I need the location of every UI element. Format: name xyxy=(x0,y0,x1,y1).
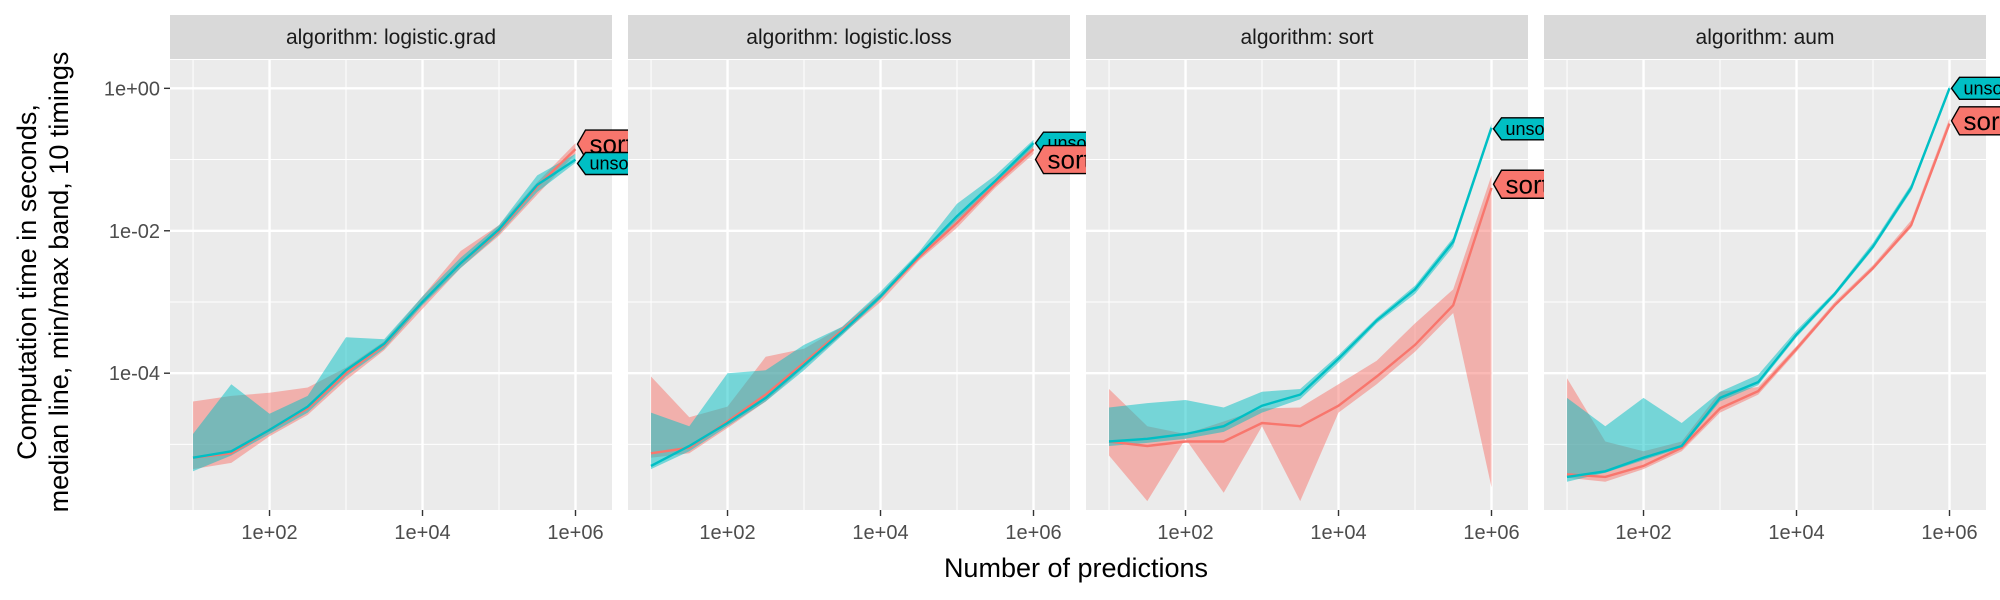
facet-panel-4: algorithm: aumunsortedsorted1e+021e+041e… xyxy=(1544,15,2000,544)
y-tick-label: 1e-04 xyxy=(109,363,160,385)
y-axis-title-line-1: Computation time in seconds, xyxy=(12,104,42,460)
x-tick-label: 1e+04 xyxy=(1310,522,1366,544)
facet-panels: algorithm: logistic.grad sorted unsorted 1e… xyxy=(104,15,2000,544)
x-tick-label: 1e+02 xyxy=(241,522,297,544)
grid xyxy=(628,60,1070,510)
unsorted-median-line xyxy=(1108,127,1493,443)
unsorted-minmax-band xyxy=(1567,85,1950,482)
unsorted-minmax-band xyxy=(651,139,1034,470)
sorted-minmax-band xyxy=(1109,175,1492,502)
x-axis-title: Number of predictions xyxy=(944,553,1208,583)
unsorted-median-line xyxy=(650,142,1035,467)
strip-background xyxy=(170,15,612,59)
x-tick-label: 1e+02 xyxy=(1615,522,1671,544)
unsorted-median-line xyxy=(1566,87,1951,479)
strip-label: algorithm: sort xyxy=(1240,26,1373,49)
y-axis-title-line-2: median line, min/max band, 10 timings xyxy=(44,52,74,513)
x-axis-ticks: 1e+02 1e+04 1e+06 xyxy=(1615,510,1978,544)
strip-label: algorithm: logistic.loss xyxy=(746,26,951,49)
direct-label-text: unsorted xyxy=(1964,78,2000,98)
x-tick-label: 1e+06 xyxy=(547,522,603,544)
sorted-median-line xyxy=(1566,123,1951,479)
unsorted-minmax-band xyxy=(1109,123,1492,446)
x-tick-label: 1e+02 xyxy=(1157,522,1213,544)
strip-background xyxy=(628,15,1070,59)
x-tick-label: 1e+04 xyxy=(1768,522,1824,544)
unsorted-median-line xyxy=(192,158,577,459)
sorted-median-line xyxy=(1108,187,1493,448)
direct-label-unsorted: unsorted xyxy=(1950,76,2000,101)
strip-background xyxy=(1544,15,1986,59)
x-axis-ticks: 1e+02 1e+04 1e+06 xyxy=(241,510,604,544)
y-axis-title: Computation time in seconds, median line… xyxy=(12,52,74,513)
strip-background xyxy=(1086,15,1528,59)
strip-label: algorithm: logistic.grad xyxy=(286,26,496,49)
facet-panel-2: algorithm: logistic.lossunsortedsorted1e… xyxy=(628,15,1131,544)
direct-label-box xyxy=(1950,106,2000,136)
x-axis-ticks: 1e+02 1e+04 1e+06 xyxy=(699,510,1062,544)
x-tick-label: 1e+04 xyxy=(394,522,450,544)
direct-label-text: sorted xyxy=(1964,106,2000,136)
x-tick-label: 1e+06 xyxy=(1005,522,1061,544)
x-axis-ticks: 1e+02 1e+04 1e+06 xyxy=(1157,510,1520,544)
direct-label-sorted: sorted xyxy=(1950,106,2000,136)
x-tick-label: 1e+02 xyxy=(699,522,755,544)
x-tick-label: 1e+04 xyxy=(852,522,908,544)
y-axis-ticks: 1e-04 1e-02 1e+00 xyxy=(104,78,170,385)
y-tick-label: 1e-02 xyxy=(109,221,160,243)
x-tick-label: 1e+06 xyxy=(1921,522,1977,544)
y-tick-label: 1e+00 xyxy=(104,78,160,100)
x-tick-label: 1e+06 xyxy=(1463,522,1519,544)
facet-panel-1: algorithm: logistic.gradsortedunsorted1e… xyxy=(104,15,673,544)
strip-label: algorithm: aum xyxy=(1696,26,1835,49)
direct-label-box xyxy=(1950,76,2000,101)
